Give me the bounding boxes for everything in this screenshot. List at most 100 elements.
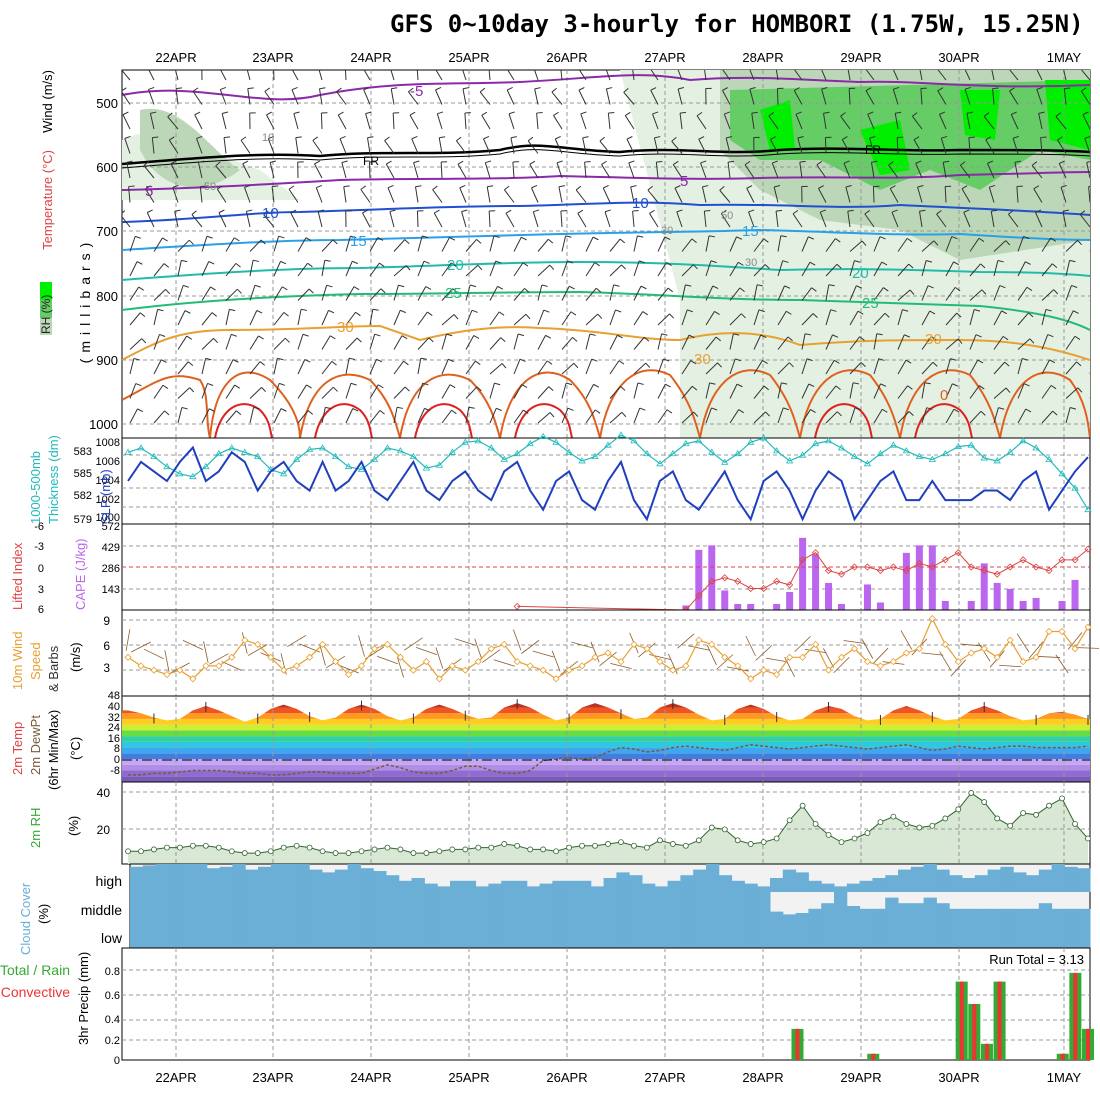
wind-barb bbox=[652, 111, 659, 130]
cape-tick-0: 572 bbox=[102, 521, 120, 533]
surface-barb-23 bbox=[415, 647, 437, 655]
ylabel-rh-unit: (%) bbox=[66, 816, 81, 836]
ylabel-rh2m: 2m RH bbox=[28, 808, 43, 848]
cloud-middle-43 bbox=[680, 892, 694, 920]
wind-panel: 9 6 3 10m Wind Speed & Barbs (m/s) bbox=[10, 609, 1100, 697]
wind-barb bbox=[969, 309, 981, 326]
thickness-point-0 bbox=[124, 448, 132, 455]
wind-barb bbox=[122, 70, 131, 81]
wind-barb bbox=[561, 362, 579, 375]
wind-barb bbox=[245, 209, 253, 228]
wind-barb bbox=[553, 111, 563, 130]
cloud-low-59 bbox=[885, 920, 899, 948]
cloud-middle-1 bbox=[142, 892, 157, 920]
wind-barb bbox=[363, 70, 371, 81]
wind-barb bbox=[585, 383, 600, 399]
wind-barb bbox=[392, 112, 400, 130]
wind-barb bbox=[777, 362, 794, 375]
cloud-low-30 bbox=[514, 920, 528, 948]
wind-barb bbox=[223, 136, 231, 154]
wind-barb bbox=[122, 111, 131, 130]
wind-barb bbox=[249, 239, 266, 252]
surface-barb-10 bbox=[248, 644, 268, 656]
svg-text:50: 50 bbox=[721, 210, 733, 222]
wind-barb bbox=[417, 235, 429, 252]
wind-barb bbox=[1060, 184, 1067, 203]
cloud-low-34 bbox=[565, 920, 579, 948]
wind-barb bbox=[753, 264, 770, 277]
cloud-high-56 bbox=[846, 883, 861, 892]
wind-barb bbox=[174, 209, 181, 228]
wind-barb bbox=[297, 288, 314, 301]
temp-tick-0: 48 bbox=[108, 690, 120, 702]
cloud-low-18 bbox=[360, 920, 374, 948]
wind-barb bbox=[753, 360, 768, 375]
top-date-axis: 22APR 23APR 24APR 25APR 26APR 27APR 28APR 29APR… bbox=[155, 50, 1081, 65]
cloud-low-56 bbox=[846, 920, 861, 948]
rh-point-61 bbox=[916, 824, 923, 831]
cloud-high-44 bbox=[693, 869, 707, 892]
cape-tick-2: 286 bbox=[102, 563, 120, 575]
wind-barb bbox=[585, 409, 601, 424]
wind-barb bbox=[676, 209, 683, 228]
precip-conv-bar-75 bbox=[1073, 972, 1078, 1060]
thk-tick-3: 579 bbox=[74, 514, 92, 526]
wind-barb bbox=[1065, 240, 1083, 252]
wind-barb bbox=[345, 382, 357, 399]
cloud-low-8 bbox=[232, 920, 246, 948]
cloud-low-14 bbox=[309, 920, 323, 948]
cloud-middle-45 bbox=[706, 892, 720, 920]
wind-point-25 bbox=[448, 662, 456, 670]
surface-barb-6 bbox=[203, 641, 209, 663]
rh-point-51 bbox=[786, 817, 793, 824]
cloud-low-52 bbox=[795, 920, 809, 948]
wind-barb bbox=[897, 309, 909, 326]
wind-point-26 bbox=[461, 666, 469, 674]
wind-barb bbox=[825, 263, 842, 277]
temp-tick-3: 24 bbox=[108, 722, 120, 734]
rh-point-70 bbox=[1033, 811, 1040, 818]
wind-barb bbox=[297, 410, 314, 424]
cloud-high-2 bbox=[155, 864, 169, 892]
precip-conv-bar-59 bbox=[871, 1053, 876, 1060]
slp-tick-3: 1002 bbox=[96, 494, 120, 506]
cloud-low-47 bbox=[731, 920, 745, 948]
cloud-middle-25 bbox=[450, 892, 464, 920]
wind-barb bbox=[696, 111, 707, 130]
wind-barb bbox=[561, 260, 574, 277]
cloud-high-22 bbox=[411, 878, 425, 892]
cloud-high-11 bbox=[270, 864, 285, 892]
cloud-middle-21 bbox=[398, 892, 413, 920]
wind-barb bbox=[794, 70, 803, 81]
wind-barb bbox=[753, 411, 771, 424]
thickness-point-42 bbox=[669, 449, 677, 457]
wind-barb bbox=[919, 70, 923, 81]
wind-barb bbox=[609, 360, 625, 375]
thickness-point-55 bbox=[837, 444, 846, 451]
wind-barb bbox=[1040, 136, 1047, 154]
surface-barb-13 bbox=[287, 634, 307, 648]
wind-point-13 bbox=[293, 662, 301, 670]
wind-barb bbox=[507, 70, 515, 81]
wind-barb bbox=[647, 185, 659, 203]
wind-barb bbox=[273, 286, 288, 301]
svg-text:30: 30 bbox=[925, 331, 942, 348]
wind-barb bbox=[344, 70, 347, 81]
li-point-46 bbox=[721, 574, 729, 582]
cape-bar-61 bbox=[915, 545, 923, 610]
li-point-56 bbox=[850, 563, 859, 571]
wind-point-48 bbox=[747, 675, 755, 683]
thickness-point-40 bbox=[643, 449, 651, 457]
wind-barb bbox=[653, 136, 661, 154]
cloud-low-41 bbox=[654, 920, 669, 948]
cloud-low-26 bbox=[462, 920, 477, 948]
surface-barb-38 bbox=[610, 662, 632, 670]
wind-barb bbox=[537, 264, 555, 277]
temp-band-2 bbox=[122, 764, 1090, 771]
wind-barb bbox=[1063, 87, 1071, 105]
wind-point-3 bbox=[163, 670, 171, 679]
wind-barb bbox=[481, 111, 491, 130]
cloud-high-9 bbox=[245, 869, 259, 892]
rh-tick-1: 20 bbox=[97, 823, 111, 837]
wind-barb bbox=[558, 185, 565, 203]
